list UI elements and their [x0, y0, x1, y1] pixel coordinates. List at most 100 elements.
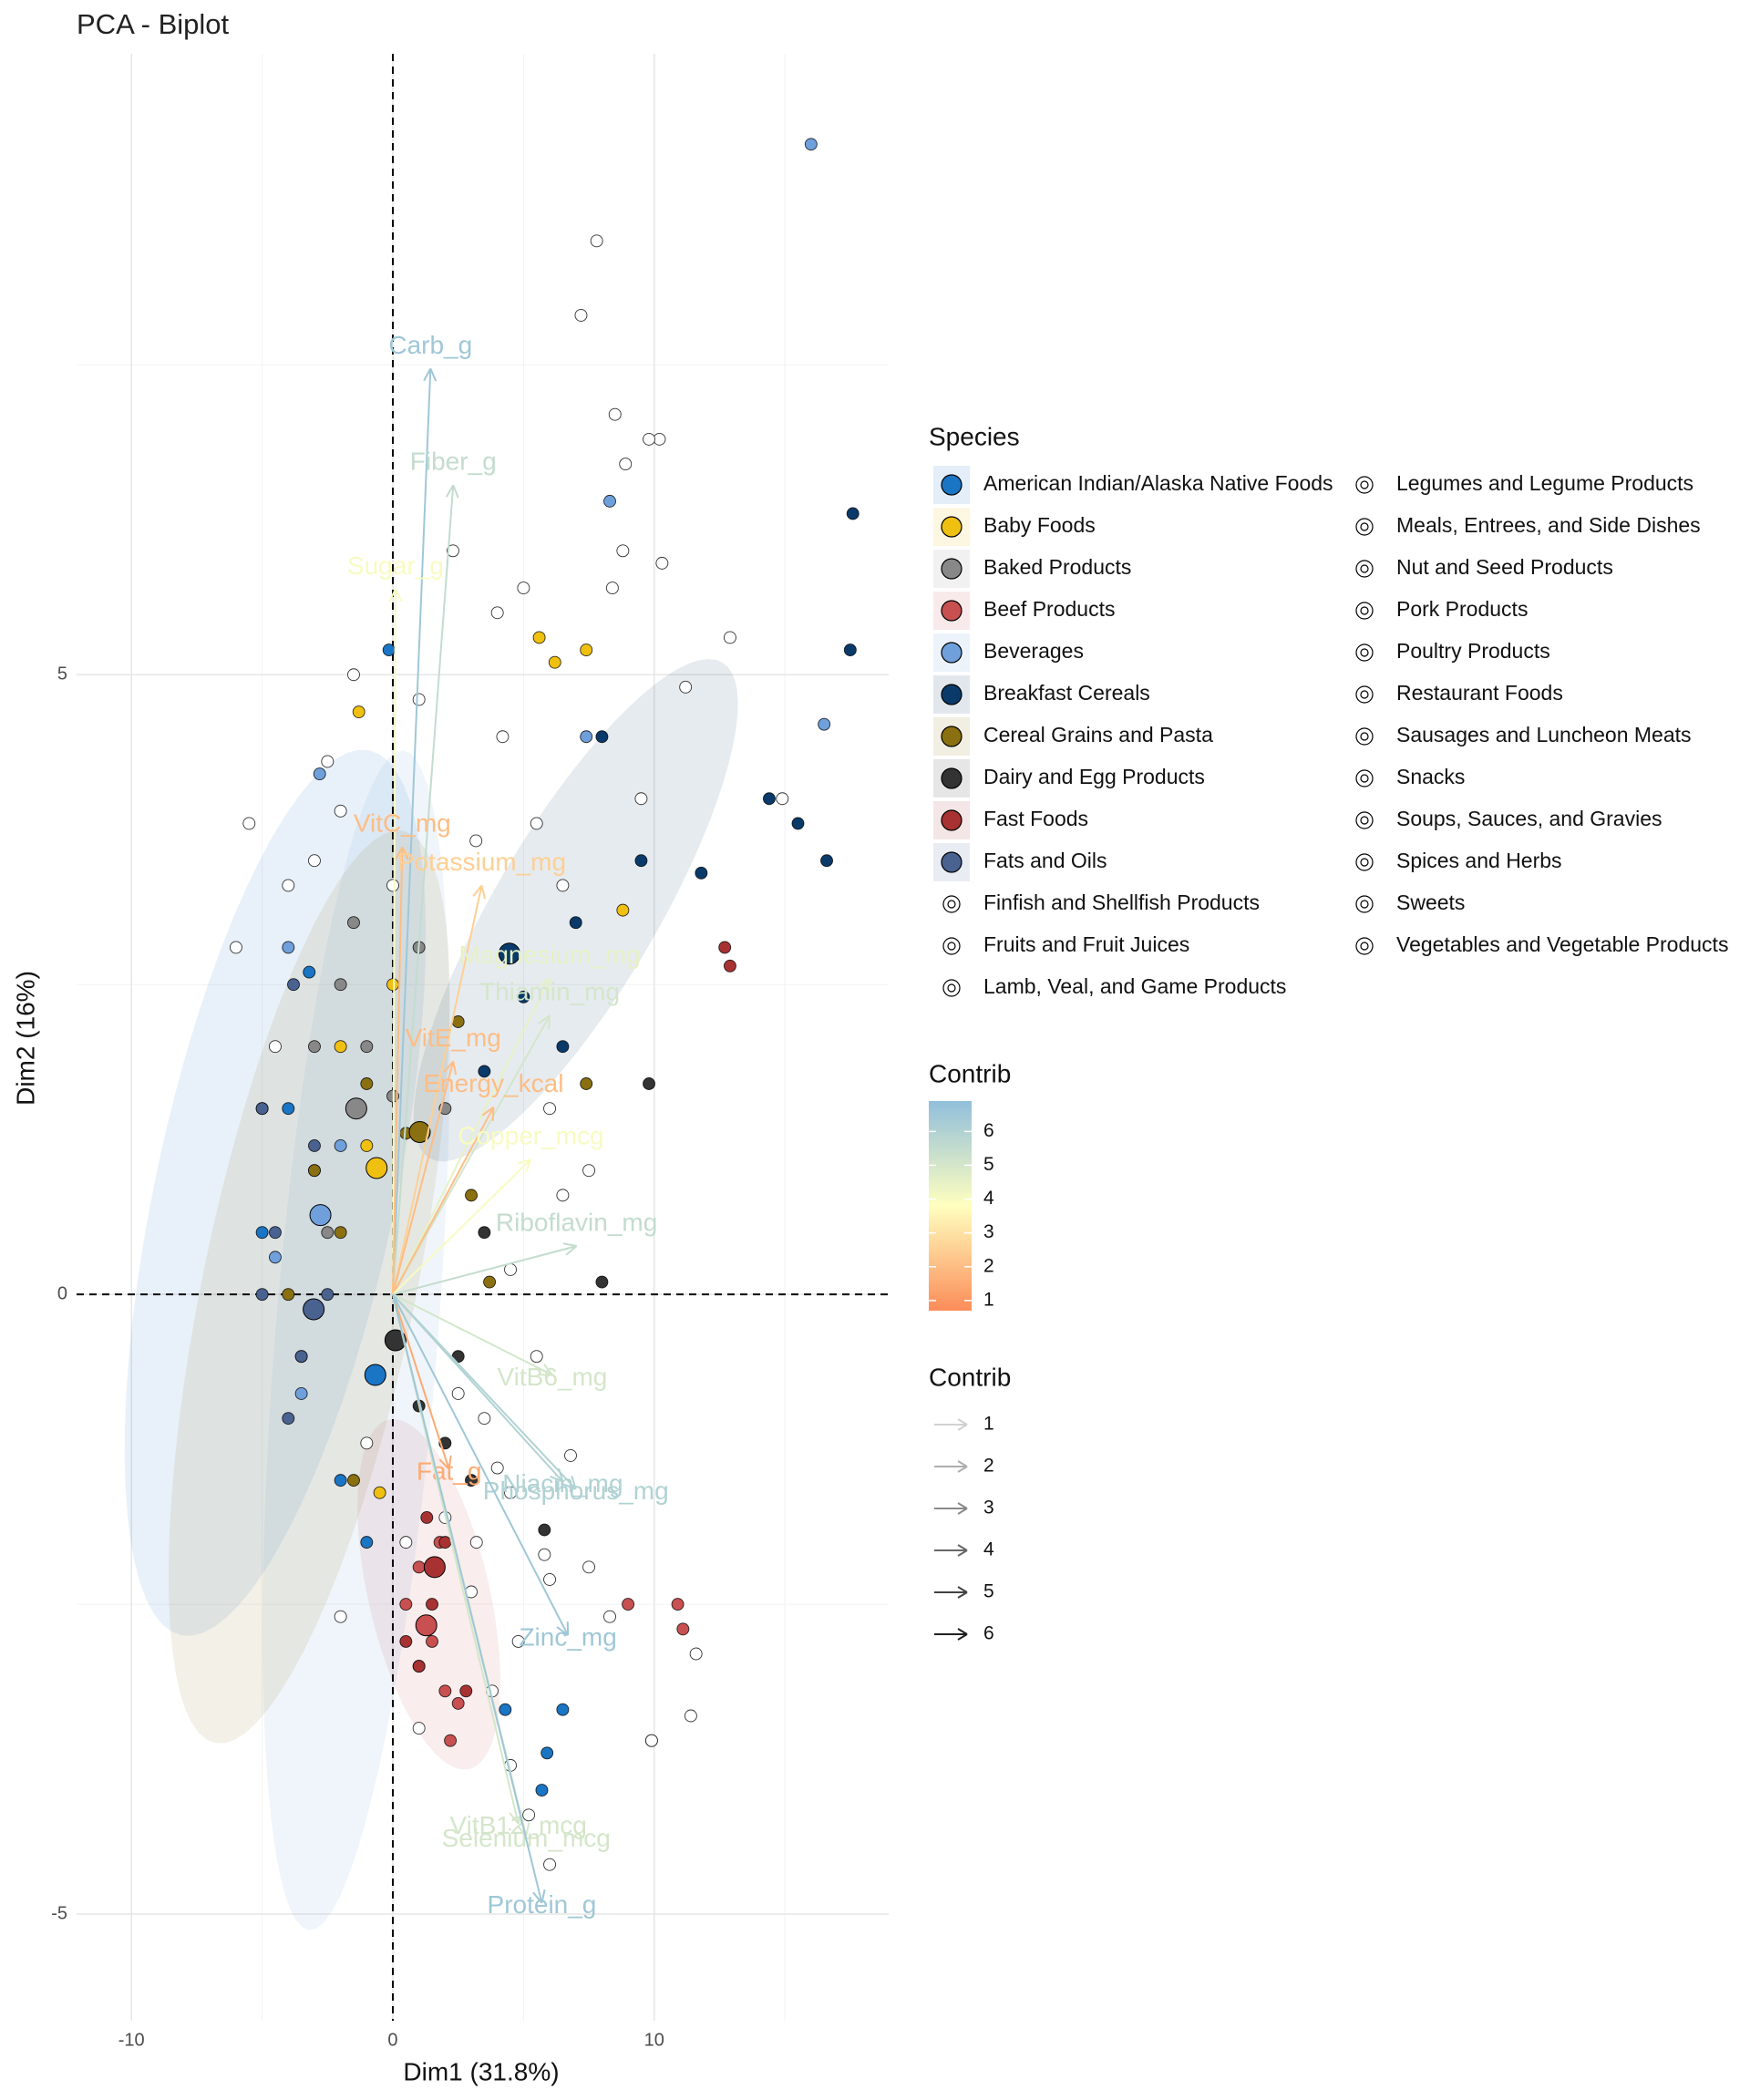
- arrow-head: [571, 1476, 577, 1489]
- legend-label: Baby Foods: [983, 513, 1096, 537]
- legend-label: Baked Products: [983, 555, 1131, 579]
- arrow-legend-label: 2: [983, 1456, 994, 1477]
- arrow-head: [395, 846, 404, 860]
- variable-arrow: [388, 588, 403, 1295]
- data-point: [412, 1560, 426, 1574]
- arrow-legend-key: [934, 1544, 968, 1557]
- data-point: [689, 1647, 703, 1661]
- data-point: [321, 755, 335, 768]
- data-point: [268, 1226, 282, 1240]
- legend-key-inner: [947, 942, 956, 951]
- colorbar-label: 4: [983, 1188, 994, 1209]
- variable-arrow: [391, 846, 409, 1295]
- legend-label: Dairy and Egg Products: [983, 765, 1205, 788]
- arrow-shaft: [392, 1014, 551, 1295]
- arrow-shaft: [391, 589, 396, 1295]
- data-point: [543, 1572, 557, 1586]
- data-point: [543, 1102, 557, 1116]
- legend-key: [941, 726, 962, 747]
- arrow-head: [532, 1891, 543, 1904]
- arrow-head: [556, 1626, 569, 1636]
- data-point: [548, 655, 561, 669]
- legend-label: Vegetables and Vegetable Products: [1396, 932, 1728, 956]
- legend-key: [1355, 811, 1374, 829]
- data-point: [469, 834, 483, 848]
- legend-key-inner: [1360, 480, 1369, 489]
- x-tick-label: 10: [644, 2030, 664, 2050]
- arrow-head: [394, 589, 403, 602]
- legend-key: [1355, 560, 1374, 578]
- data-point: [483, 1275, 497, 1289]
- data-point: [334, 1610, 347, 1623]
- colorbar-title: Contrib: [929, 1059, 1011, 1087]
- legend-label: Sausages and Luncheon Meats: [1396, 723, 1692, 746]
- variable-label: Fat_g: [417, 1457, 482, 1485]
- legend-key-inner: [1360, 732, 1369, 741]
- data-point: [517, 582, 530, 595]
- legend-label: Poultry Products: [1396, 639, 1550, 663]
- legend-label: Sweets: [1396, 890, 1465, 914]
- data-point: [255, 1288, 269, 1302]
- data-point: [465, 1189, 478, 1202]
- data-point: [334, 1474, 347, 1488]
- arrow-head: [509, 1812, 520, 1825]
- data-point: [334, 1040, 347, 1054]
- legend-key-inner: [1360, 858, 1369, 867]
- data-point: [679, 680, 693, 694]
- legend-label: Nut and Seed Products: [1396, 555, 1613, 579]
- legend-key-inner: [1360, 606, 1369, 615]
- legend-label: Pork Products: [1396, 597, 1528, 621]
- data-point: [490, 1461, 504, 1475]
- data-point: [478, 1065, 491, 1078]
- legend-label: Fruits and Fruit Juices: [983, 932, 1189, 956]
- data-point: [451, 1696, 465, 1710]
- legend-key-inner: [947, 983, 956, 993]
- arrow-shaft: [392, 1293, 543, 1904]
- legend-label: Legumes and Legume Products: [1396, 471, 1693, 495]
- legend-key: [1355, 727, 1374, 746]
- confidence-ellipse: [168, 830, 450, 1744]
- data-point: [776, 792, 789, 806]
- data-point: [490, 606, 504, 620]
- data-point: [308, 854, 321, 868]
- legend-key: [941, 600, 962, 622]
- group-mean: [384, 1329, 407, 1352]
- data-point: [671, 1598, 685, 1611]
- variable-arrow: [391, 367, 438, 1295]
- legend-key: [941, 642, 962, 664]
- data-point: [282, 1412, 295, 1426]
- data-point: [522, 1808, 536, 1822]
- data-point: [818, 717, 831, 731]
- arrow-head: [957, 1544, 968, 1551]
- legend-key: [1355, 769, 1374, 788]
- data-point: [530, 817, 543, 830]
- group-mean: [303, 1298, 325, 1321]
- data-point: [255, 1226, 269, 1240]
- arrow-head: [438, 1458, 450, 1470]
- data-point: [399, 1598, 413, 1611]
- data-point: [334, 1226, 347, 1240]
- variable-label: Phosphorus_mg: [483, 1477, 669, 1505]
- legend-key: [941, 851, 962, 873]
- data-point: [444, 1734, 458, 1747]
- data-point: [242, 817, 256, 830]
- arrow-shaft: [392, 1107, 495, 1295]
- arrow-head: [538, 977, 551, 988]
- confidence-ellipse: [124, 749, 427, 1636]
- arrow-head: [957, 1502, 968, 1509]
- colorbar-label: 6: [983, 1120, 994, 1141]
- data-point: [478, 1412, 491, 1426]
- variable-label: Riboflavin_mg: [496, 1209, 657, 1237]
- data-point: [399, 1634, 413, 1648]
- arrow-legend-label: 1: [983, 1414, 994, 1435]
- data-point: [504, 1486, 517, 1499]
- variable-arrow: [392, 1242, 578, 1296]
- legend-key: [941, 809, 962, 831]
- data-point: [308, 1164, 321, 1178]
- legend-key: [1355, 602, 1374, 620]
- data-point: [294, 1386, 308, 1400]
- data-point: [478, 1226, 491, 1240]
- arrow-head: [448, 1455, 452, 1470]
- arrow-head: [957, 1508, 968, 1515]
- arrow-shaft: [392, 1293, 577, 1490]
